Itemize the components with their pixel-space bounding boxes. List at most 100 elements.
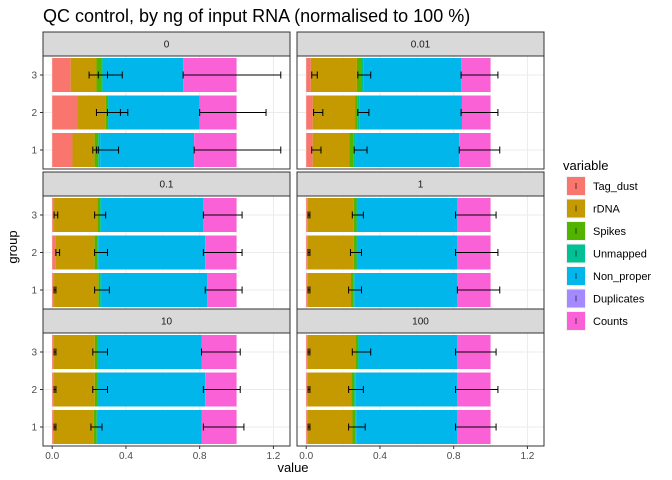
panel-border [42, 332, 291, 447]
bar-segment-rdna [307, 235, 354, 270]
facet-strip [42, 171, 291, 197]
bar-segment-spikes [349, 133, 354, 167]
y-tick-label: 1 [31, 423, 37, 434]
bar-segment-non-proper [98, 372, 206, 407]
legend-label: Duplicates [593, 294, 645, 306]
bar-segment-tag-dust [306, 335, 308, 369]
x-tick-label: 0.0 [45, 451, 59, 462]
facet-panel-100: 100 0.0 0.4 0.8 1.2 [296, 308, 545, 462]
y-tick-label: 2 [31, 248, 37, 259]
facet-strip-label: 100 [412, 317, 429, 328]
bar-segment-rdna [307, 335, 356, 369]
bar-segment-tag-dust [306, 198, 308, 232]
bar-segment-tag-dust [52, 58, 71, 92]
panel-border [296, 332, 545, 447]
bar-segment-tag-dust [306, 372, 308, 407]
y-tick-label: 2 [31, 108, 37, 119]
bar-segment-tag-dust [52, 133, 73, 167]
bar-segment-spikes [355, 95, 358, 130]
bar-segment-rdna [53, 372, 95, 407]
panel-border [42, 55, 291, 170]
bar-segment-non-proper [363, 58, 462, 92]
bar-segment-rdna [310, 58, 357, 92]
bar-segment-non-proper [354, 273, 458, 307]
legend-item-counts: Counts [566, 311, 628, 331]
facet-panel-1: 1 [296, 171, 545, 310]
bar-segment-tag-dust [306, 273, 308, 307]
bar-segment-non-proper [359, 95, 462, 130]
y-tick-label: 1 [31, 286, 37, 297]
bar-segment-tag-dust [52, 95, 79, 130]
facet-panel-0: 0 1 2 3 [31, 31, 291, 170]
y-tick-label: 3 [31, 211, 37, 222]
legend-label: Non_proper [593, 271, 651, 283]
facet-strip-label: 0.01 [411, 40, 431, 51]
facet-strip-label: 0 [164, 40, 170, 51]
legend-label: Spikes [593, 226, 627, 238]
legend-item-rdna: rDNA [566, 198, 621, 219]
bar-segment-non-proper [97, 410, 202, 444]
bar-segment-rdna [54, 273, 99, 307]
y-tick-label: 3 [31, 348, 37, 359]
legend-item-unmapped: Unmapped [566, 243, 647, 264]
legend-item-spikes: Spikes [566, 221, 627, 241]
bar-segment-rdna [307, 273, 352, 307]
bar-segment-rdna [53, 335, 95, 369]
bar-segment-non-proper [356, 410, 458, 444]
facet-panel-0.1: 0.1 1 2 3 [31, 171, 291, 310]
panel-border [296, 55, 545, 170]
x-tick-label: 0.8 [447, 451, 461, 462]
bar-segment-tag-dust [306, 95, 313, 130]
x-tick-label: 0.8 [193, 451, 207, 462]
bar-segment-tag-dust [306, 58, 311, 92]
bar-segment-rdna [307, 410, 353, 444]
y-tick-label: 3 [31, 71, 37, 82]
bar-segment-non-proper [358, 335, 458, 369]
bar-segment-non-proper [357, 198, 458, 232]
x-tick-label: 1.2 [520, 451, 534, 462]
facet-strip-label: 1 [418, 180, 424, 191]
bar-segment-tag-dust [52, 335, 54, 369]
bar-segment-tag-dust [306, 235, 308, 270]
legend: variable Tag_dust rDNA Spikes Unmapped Non_p… [563, 158, 651, 331]
bar-segment-rdna [53, 410, 94, 444]
bar-segment-tag-dust [52, 372, 54, 407]
bar-segment-tag-dust [306, 410, 308, 444]
facet-panel-10: 10 1 2 3 0.0 0.4 0.8 1.2 [31, 308, 291, 462]
bar-segment-rdna [72, 133, 95, 167]
bar-segment-non-proper [355, 372, 458, 407]
bar-segment-non-proper [98, 235, 206, 270]
x-tick-label: 0.4 [119, 451, 133, 462]
legend-label: Unmapped [593, 249, 647, 261]
legend-label: rDNA [593, 204, 621, 216]
bar-segment-tag-dust [52, 273, 55, 307]
bar-segment-tag-dust [306, 133, 313, 167]
bar-segment-tag-dust [52, 410, 54, 444]
bar-segment-tag-dust [52, 198, 55, 232]
chart-title: QC control, by ng of input RNA (normalis… [43, 6, 470, 26]
facet-strip-label: 10 [161, 317, 173, 328]
legend-item-non-proper: Non_proper [566, 266, 651, 286]
facet-panel-0.01: 0.01 [296, 31, 545, 170]
facet-panels: 0 1 2 3 0.01 0.1 1 2 3 1 10 1 2 3 0.0 0.4 0.8 1.2 100 0.0 0.… [31, 31, 545, 462]
bar-segment-non-proper [98, 335, 202, 369]
facet-strip [296, 31, 545, 57]
x-tick-label: 1.2 [266, 451, 280, 462]
y-tick-label: 1 [31, 146, 37, 157]
x-tick-label: 0.0 [299, 451, 313, 462]
bar-segment-non-proper [101, 273, 208, 307]
legend-item-duplicates: Duplicates [566, 288, 645, 309]
bar-segment-rdna [54, 198, 98, 232]
bar-segment-tag-dust [52, 235, 56, 270]
legend-item-tag-dust: Tag_dust [566, 176, 638, 196]
y-tick-label: 2 [31, 385, 37, 396]
bar-segment-rdna [307, 198, 354, 232]
x-tick-label: 0.4 [373, 451, 387, 462]
bar-segment-non-proper [357, 235, 458, 270]
legend-label: Counts [593, 316, 628, 328]
legend-label: Tag_dust [593, 181, 638, 193]
x-axis-title: value [277, 460, 308, 475]
y-axis-title: group [5, 230, 20, 263]
bar-segment-rdna [55, 235, 95, 270]
